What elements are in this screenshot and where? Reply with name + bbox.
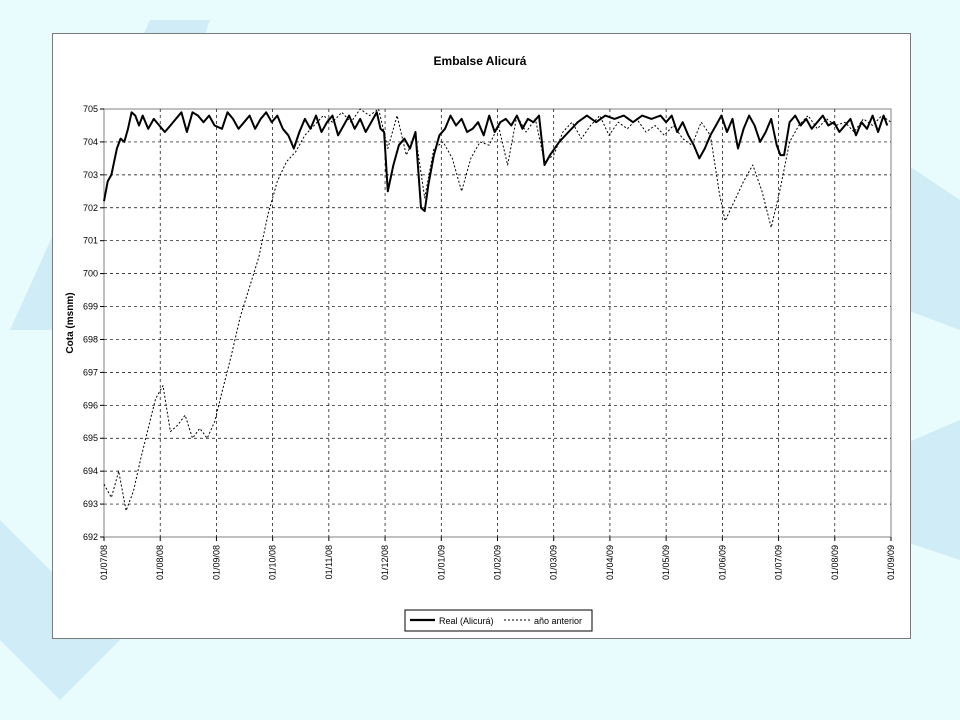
chart-frame: Embalse Alicurá 692 693 694 695 696 697 698 699… — [52, 33, 911, 639]
y-tick-label: 703 — [83, 170, 98, 180]
y-tick-label: 699 — [83, 302, 98, 312]
y-tick-label: 700 — [83, 269, 98, 279]
x-tick-label: 01/07/08 — [99, 545, 109, 580]
x-tick-label: 01/09/08 — [211, 545, 221, 580]
line-chart: Embalse Alicurá 692 693 694 695 696 697 698 699… — [65, 54, 896, 632]
x-tick-label: 01/10/08 — [268, 545, 278, 580]
y-tick-label: 694 — [83, 466, 98, 476]
y-tick-label: 697 — [83, 367, 98, 377]
x-tick-labels: 01/07/08 01/08/08 01/09/08 01/10/08 01/11/08… — [99, 545, 896, 580]
x-tick-label: 01/08/08 — [155, 545, 165, 580]
x-tick-label: 01/05/09 — [661, 545, 671, 580]
y-tick-label: 701 — [83, 236, 98, 246]
y-tick-label: 696 — [83, 400, 98, 410]
y-tick-label: 693 — [83, 499, 98, 509]
x-tick-label: 01/01/09 — [436, 545, 446, 580]
y-tick-label: 705 — [83, 104, 98, 114]
series-line-real — [103, 111, 889, 213]
legend-label-anterior: año anterior — [534, 616, 582, 626]
legend-label-real: Real (Alicurá) — [439, 616, 494, 626]
legend-box — [404, 609, 593, 632]
y-axis-title: Cota (msnm) — [65, 292, 76, 353]
x-tick-label: 01/09/09 — [886, 545, 896, 580]
series-layer — [103, 108, 892, 512]
y-tick-label: 702 — [83, 203, 98, 213]
x-tick-label: 01/12/08 — [380, 545, 390, 580]
x-tick-label: 01/04/09 — [605, 545, 615, 580]
legend: Real (Alicurá) año anterior — [404, 609, 593, 632]
y-tick-label: 692 — [83, 532, 98, 542]
x-tick-label: 01/06/09 — [717, 545, 727, 580]
plot-area — [103, 108, 892, 538]
x-tick-label: 01/02/09 — [493, 545, 503, 580]
chart-title: Embalse Alicurá — [434, 54, 527, 68]
x-tick-label: 01/11/08 — [324, 545, 334, 579]
x-tick-label: 01/03/09 — [549, 545, 559, 580]
x-tick-label: 01/07/09 — [774, 545, 784, 580]
x-tick-label: 01/08/09 — [830, 545, 840, 580]
y-tick-label: 698 — [83, 334, 98, 344]
series-line-anterior — [103, 108, 892, 512]
y-tick-label: 695 — [83, 433, 98, 443]
y-tick-labels: 692 693 694 695 696 697 698 699 700 701 702 703 704 7… — [83, 104, 98, 542]
y-tick-label: 704 — [83, 137, 98, 147]
